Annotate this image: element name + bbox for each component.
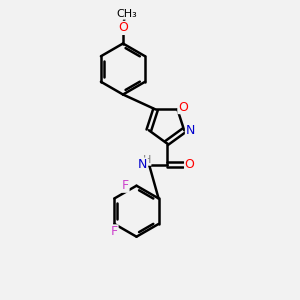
Text: N: N [185, 124, 195, 137]
Text: O: O [178, 100, 188, 114]
Text: F: F [111, 225, 118, 238]
Text: H: H [142, 155, 151, 165]
Text: N: N [138, 158, 147, 171]
Text: CH₃: CH₃ [116, 9, 137, 19]
Text: F: F [122, 179, 129, 192]
Text: O: O [118, 21, 128, 34]
Text: O: O [185, 158, 194, 171]
